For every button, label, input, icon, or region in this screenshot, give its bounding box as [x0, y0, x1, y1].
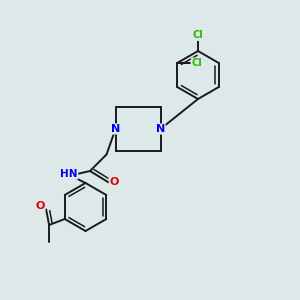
- Text: Cl: Cl: [193, 30, 203, 40]
- Text: N: N: [111, 124, 120, 134]
- Text: N: N: [156, 124, 165, 134]
- Text: HN: HN: [60, 169, 78, 179]
- Text: O: O: [109, 177, 119, 188]
- Text: O: O: [35, 201, 45, 212]
- Text: Cl: Cl: [191, 58, 202, 68]
